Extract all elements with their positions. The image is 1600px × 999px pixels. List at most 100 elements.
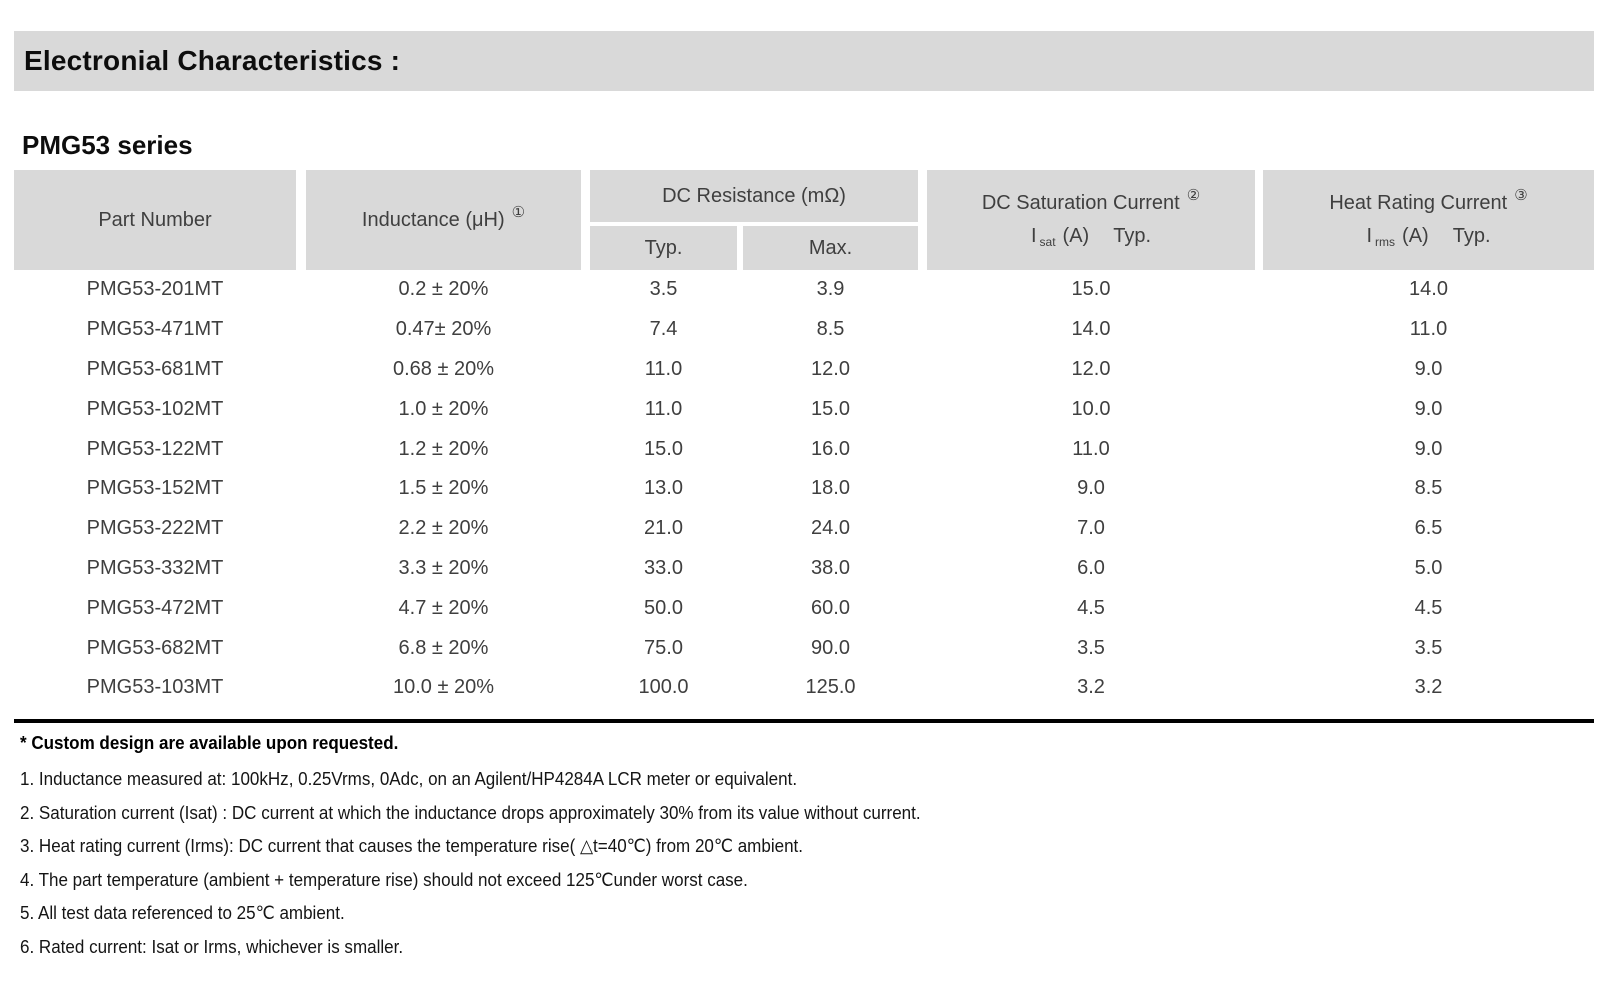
cell-dcr_max: 38.0 (811, 556, 850, 579)
footnote: 6. Rated current: Isat or Irms, whicheve… (20, 935, 404, 957)
table-row: PMG53-332MT 3.3 ± 20% 33.0 38.0 6.0 5.0 (14, 549, 1594, 589)
cell-part_number: PMG53-222MT (86, 517, 224, 540)
cell-isat: 7.0 (1077, 517, 1105, 540)
cell-part_number: PMG53-472MT (86, 596, 224, 619)
table-row: PMG53-103MT 10.0 ± 20% 100.0 125.0 3.2 3.2 (14, 668, 1594, 708)
cell-dcr_max: 24.0 (811, 517, 850, 540)
table-row: PMG53-471MT 0.47± 20% 7.4 8.5 14.0 11.0 (14, 310, 1594, 350)
cell-irms: 11.0 (1409, 318, 1448, 341)
header-irms-sub: I rms (A) Typ. (1366, 225, 1491, 249)
cell-part_number: PMG53-682MT (86, 636, 224, 659)
cell-part_number: PMG53-471MT (86, 318, 224, 341)
header-dc-saturation-label: DC Saturation Current (981, 192, 1180, 214)
cell-dcr_max: 18.0 (811, 477, 850, 500)
table-row: PMG53-682MT 6.8 ± 20% 75.0 90.0 3.5 3.5 (14, 628, 1594, 668)
cell-irms: 3.2 (1414, 676, 1443, 699)
cell-irms: 4.5 (1414, 596, 1443, 619)
cell-dcr_typ: 15.0 (644, 437, 683, 460)
cell-dcr_typ: 11.0 (644, 397, 683, 420)
table-body: PMG53-201MT 0.2 ± 20% 3.5 3.9 15.0 14.0 PMG53-… (14, 270, 1594, 708)
header-dcr-typ: Typ. (590, 226, 737, 270)
cell-isat: 3.5 (1077, 636, 1105, 659)
footnotes: * Custom design are available upon reque… (20, 730, 1580, 957)
cell-part_number: PMG53-152MT (86, 477, 224, 500)
table-row: PMG53-201MT 0.2 ± 20% 3.5 3.9 15.0 14.0 (14, 270, 1594, 310)
cell-dcr_max: 15.0 (811, 397, 850, 420)
cell-isat: 9.0 (1077, 477, 1105, 500)
cell-dcr_max: 8.5 (816, 318, 845, 341)
note-ref-3-icon: ③ (1514, 187, 1528, 204)
cell-part_number: PMG53-102MT (86, 397, 224, 420)
cell-dcr_max: 12.0 (811, 357, 850, 380)
table-row: PMG53-152MT 1.5 ± 20% 13.0 18.0 9.0 8.5 (14, 469, 1594, 509)
footnote: 1. Inductance measured at: 100kHz, 0.25V… (20, 768, 798, 789)
cell-irms: 14.0 (1409, 278, 1448, 301)
cell-dcr_typ: 3.5 (649, 278, 678, 301)
table-row: PMG53-122MT 1.2 ± 20% 15.0 16.0 11.0 9.0 (14, 429, 1594, 469)
cell-inductance: 0.68 ± 20% (392, 357, 495, 380)
header-dc-resistance-group: DC Resistance (mΩ) Typ. Max. (590, 170, 918, 270)
footnote: 2. Saturation current (Isat) : DC curren… (20, 801, 921, 823)
cell-dcr_typ: 13.0 (644, 477, 683, 500)
cell-part_number: PMG53-122MT (86, 437, 224, 460)
cell-part_number: PMG53-681MT (86, 357, 224, 380)
cell-isat: 4.5 (1077, 596, 1105, 619)
cell-inductance: 4.7 ± 20% (398, 596, 489, 619)
table-header: Part Number Inductance (μH) ① DC Resista… (14, 170, 1594, 270)
series-title: PMG53 series (22, 130, 193, 160)
cell-inductance: 0.2 ± 20% (398, 278, 489, 301)
cell-part_number: PMG53-103MT (86, 676, 224, 699)
cell-irms: 9.0 (1414, 357, 1443, 380)
section-banner: Electronial Characteristics : (14, 31, 1594, 91)
table-row: PMG53-102MT 1.0 ± 20% 11.0 15.0 10.0 9.0 (14, 389, 1594, 429)
cell-dcr_typ: 21.0 (644, 517, 683, 540)
cell-irms: 9.0 (1414, 437, 1443, 460)
cell-inductance: 1.5 ± 20% (398, 477, 489, 500)
footnote: 5. All test data referenced to 25℃ ambie… (20, 902, 345, 923)
cell-part_number: PMG53-332MT (86, 556, 224, 579)
cell-inductance: 3.3 ± 20% (398, 556, 489, 579)
header-dcr-max: Max. (743, 226, 918, 270)
cell-isat: 15.0 (1071, 278, 1111, 301)
cell-isat: 11.0 (1072, 437, 1110, 460)
cell-dcr_typ: 11.0 (644, 357, 683, 380)
table-row: PMG53-472MT 4.7 ± 20% 50.0 60.0 4.5 4.5 (14, 588, 1594, 628)
cell-inductance: 2.2 ± 20% (398, 517, 489, 540)
table-row: PMG53-222MT 2.2 ± 20% 21.0 24.0 7.0 6.5 (14, 509, 1594, 549)
cell-irms: 3.5 (1414, 636, 1443, 659)
header-dc-resistance: DC Resistance (mΩ) (590, 170, 918, 222)
cell-irms: 9.0 (1414, 397, 1443, 420)
cell-inductance: 6.8 ± 20% (398, 636, 489, 659)
cell-dcr_max: 90.0 (811, 636, 850, 659)
cell-dcr_max: 16.0 (811, 437, 850, 460)
cell-dcr_typ: 50.0 (644, 596, 683, 619)
cell-dcr_typ: 33.0 (644, 556, 683, 579)
header-inductance: Inductance (μH) ① (306, 170, 581, 270)
header-inductance-label: Inductance (μH) (361, 208, 505, 231)
table-bottom-rule (14, 719, 1594, 723)
cell-part_number: PMG53-201MT (86, 278, 224, 301)
cell-dcr_typ: 7.4 (649, 318, 678, 341)
cell-dcr_typ: 100.0 (638, 676, 689, 699)
cell-isat: 10.0 (1071, 397, 1111, 420)
cell-isat: 6.0 (1077, 556, 1105, 579)
footnote: 3. Heat rating current (Irms): DC curren… (20, 835, 804, 856)
cell-inductance: 0.47± 20% (395, 318, 492, 341)
cell-irms: 8.5 (1414, 477, 1443, 500)
cell-dcr_max: 3.9 (816, 278, 845, 301)
footnote-list: 1. Inductance measured at: 100kHz, 0.25V… (20, 768, 1580, 957)
cell-dcr_typ: 75.0 (644, 636, 683, 659)
table-row: PMG53-681MT 0.68 ± 20% 11.0 12.0 12.0 9.0 (14, 350, 1594, 390)
footnote: 4. The part temperature (ambient + tempe… (20, 868, 748, 890)
cell-irms: 5.0 (1414, 556, 1443, 579)
characteristics-table: Part Number Inductance (μH) ① DC Resista… (14, 170, 1594, 708)
cell-inductance: 1.2 ± 20% (398, 437, 489, 460)
cell-inductance: 1.0 ± 20% (398, 397, 489, 420)
header-heat-rating: Heat Rating Current ③ I rms (A) Typ. (1263, 170, 1594, 270)
cell-isat: 14.0 (1071, 318, 1111, 341)
cell-irms: 6.5 (1414, 517, 1443, 540)
cell-dcr_max: 60.0 (811, 596, 850, 619)
cell-inductance: 10.0 ± 20% (392, 676, 495, 699)
cell-dcr_max: 125.0 (805, 676, 856, 699)
